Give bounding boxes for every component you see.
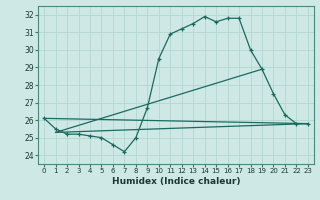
X-axis label: Humidex (Indice chaleur): Humidex (Indice chaleur) xyxy=(112,177,240,186)
